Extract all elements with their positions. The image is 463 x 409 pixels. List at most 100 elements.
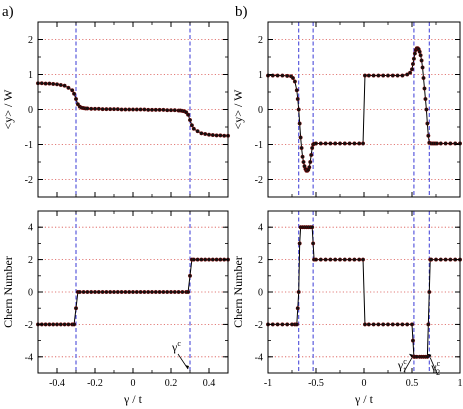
data-point xyxy=(314,257,319,262)
data-point xyxy=(127,107,132,112)
data-point xyxy=(376,73,381,78)
x-tick-label: -0.4 xyxy=(49,378,65,389)
data-point xyxy=(314,141,319,146)
annotation-arrow xyxy=(429,357,438,374)
data-point xyxy=(342,257,347,262)
data-point xyxy=(405,72,410,77)
data-point xyxy=(347,257,352,262)
chart-panel-a-top: -2 -1 0 1 2 <y> / W xyxy=(1,21,230,198)
data-point xyxy=(108,107,113,112)
data-point xyxy=(280,322,285,327)
data-point xyxy=(51,81,56,86)
data-point xyxy=(85,106,90,111)
annotation-label: γc xyxy=(171,339,181,354)
data-point xyxy=(310,145,315,150)
data-point xyxy=(73,96,78,101)
data-point xyxy=(297,121,302,126)
data-point xyxy=(72,322,77,327)
data-point xyxy=(301,159,306,164)
data-point xyxy=(395,73,400,78)
annotation-main: γ xyxy=(430,360,437,374)
data-point xyxy=(424,107,429,112)
data-point xyxy=(400,322,405,327)
data-point xyxy=(361,257,366,262)
data-point xyxy=(423,96,428,101)
y-tick-label: 1 xyxy=(28,70,33,81)
data-point xyxy=(410,67,415,72)
data-point xyxy=(55,82,60,87)
data-point xyxy=(108,290,113,295)
data-point xyxy=(418,53,423,58)
y-tick-label: 0 xyxy=(28,105,33,116)
data-point xyxy=(410,322,415,327)
data-point xyxy=(362,322,367,327)
x-tick-label: 0.2 xyxy=(165,378,178,389)
data-point xyxy=(62,83,67,88)
x-tick-label: 0 xyxy=(362,378,367,389)
data-point xyxy=(352,141,357,146)
data-point xyxy=(318,257,323,262)
data-point xyxy=(161,290,166,295)
data-point xyxy=(299,145,304,150)
data-point xyxy=(400,73,405,78)
annotation-arrow xyxy=(403,357,413,372)
annotation-sup: c xyxy=(403,357,407,366)
annotation-arrowhead xyxy=(185,365,189,369)
data-point xyxy=(123,107,128,112)
data-point xyxy=(323,141,328,146)
data-point xyxy=(186,112,191,117)
data-point xyxy=(55,322,60,327)
data-point xyxy=(58,322,63,327)
y-tick-label: 2 xyxy=(28,255,33,266)
data-point xyxy=(115,290,120,295)
data-point xyxy=(438,141,443,146)
data-point xyxy=(138,290,143,295)
y-tick-label: 4 xyxy=(28,223,33,234)
y-axis-label: Chern Number xyxy=(1,256,15,328)
data-point xyxy=(421,75,426,80)
data-point xyxy=(191,257,196,262)
data-point xyxy=(77,290,82,295)
data-point xyxy=(310,225,315,230)
data-point xyxy=(434,257,439,262)
data-point xyxy=(443,141,448,146)
data-point xyxy=(39,81,44,86)
data-point xyxy=(70,88,75,93)
data-point xyxy=(111,107,116,112)
chart-panel-a-bottom: -4 -2 0 2 4 -0.4 -0.2 0 0.2 0.4 Chern Number γ / t γ… xyxy=(1,210,230,406)
data-point xyxy=(300,154,305,159)
data-point xyxy=(119,290,124,295)
data-point xyxy=(295,306,300,311)
data-point xyxy=(72,91,77,96)
data-point xyxy=(323,257,328,262)
data-point xyxy=(165,108,170,113)
data-point xyxy=(130,290,135,295)
data-point xyxy=(390,322,395,327)
data-point xyxy=(328,257,333,262)
data-point xyxy=(357,141,362,146)
annotation-arrowhead xyxy=(427,353,432,358)
data-point xyxy=(395,322,400,327)
data-point xyxy=(427,290,432,295)
data-point xyxy=(85,290,90,295)
data-point xyxy=(333,141,338,146)
data-point xyxy=(43,322,48,327)
data-point xyxy=(172,290,177,295)
y-tick-label: 2 xyxy=(28,35,33,46)
y-tick-label: 2 xyxy=(258,35,263,46)
data-point xyxy=(307,165,312,170)
data-point xyxy=(218,133,223,138)
data-point xyxy=(420,65,425,70)
data-point xyxy=(89,290,94,295)
data-point xyxy=(199,257,204,262)
x-tick-label: -0.5 xyxy=(308,378,324,389)
data-point xyxy=(294,322,299,327)
data-point xyxy=(434,141,439,146)
data-point xyxy=(390,73,395,78)
data-point xyxy=(419,58,424,63)
data-point xyxy=(123,290,128,295)
data-point xyxy=(96,106,101,111)
y-tick-label: -4 xyxy=(255,352,263,363)
data-point xyxy=(130,107,135,112)
